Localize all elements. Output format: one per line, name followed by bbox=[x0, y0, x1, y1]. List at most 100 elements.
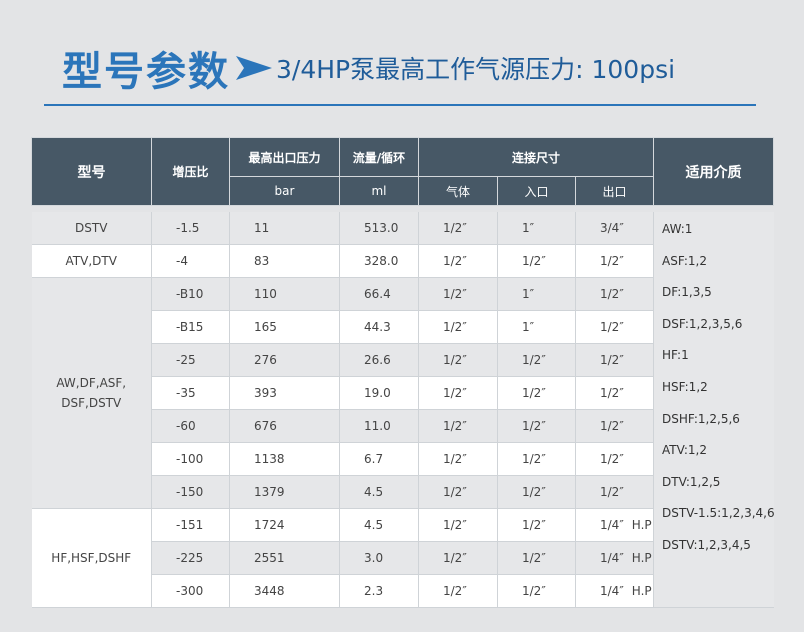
inlet-cell: 1/2″ bbox=[497, 376, 576, 410]
spec-table: 型号 增压比 最高出口压力 流量/循环 连接尺寸 适用介质 bar ml 气体 … bbox=[31, 137, 775, 608]
pressure-cell: 1138 bbox=[229, 442, 340, 476]
media-item: DSTV-1.5:1,2,3,4,6 bbox=[662, 506, 775, 521]
header-gas: 气体 bbox=[418, 176, 498, 206]
outlet-value: 1/2″ bbox=[600, 287, 624, 301]
outlet-cell: 1/2″ bbox=[575, 310, 655, 344]
inlet-cell: 1/2″ bbox=[497, 343, 576, 377]
model-group-cell: HF,HSF,DSHF bbox=[31, 508, 152, 608]
media-item: ASF:1,2 bbox=[662, 253, 707, 268]
outlet-cell: 1/4″ H.P bbox=[575, 508, 655, 542]
flow-cell: 19.0 bbox=[339, 376, 419, 410]
ratio-cell: -25 bbox=[151, 343, 230, 377]
inlet-cell: 1/2″ bbox=[497, 244, 576, 278]
table-row: -35 393 19.0 1/2″ 1/2″ 1/2″ bbox=[32, 376, 774, 410]
inlet-cell: 1″ bbox=[497, 212, 576, 245]
table-row: -25 276 26.6 1/2″ 1/2″ 1/2″ bbox=[32, 343, 774, 377]
pressure-cell: 165 bbox=[229, 310, 340, 344]
page-title: 型号参数 bbox=[62, 49, 230, 95]
hp-marker: H.P bbox=[631, 518, 652, 532]
flow-cell: 44.3 bbox=[339, 310, 419, 344]
outlet-value: 1/2″ bbox=[600, 254, 624, 268]
header-row: 型号 增压比 最高出口压力 流量/循环 连接尺寸 适用介质 bbox=[31, 137, 775, 206]
gas-cell: 1/2″ bbox=[418, 310, 498, 344]
flow-cell: 6.7 bbox=[339, 442, 419, 476]
pressure-cell: 83 bbox=[229, 244, 340, 278]
gas-cell: 1/2″ bbox=[418, 376, 498, 410]
arrow-right-icon bbox=[236, 56, 272, 80]
ratio-cell: -100 bbox=[151, 442, 230, 476]
table-row: -B15 165 44.3 1/2″ 1″ 1/2″ bbox=[32, 310, 774, 344]
outlet-cell: 1/2″ bbox=[575, 277, 655, 311]
gas-cell: 1/2″ bbox=[418, 541, 498, 575]
table-row: -300 3448 2.3 1/2″ 1/2″ 1/4″ H.P bbox=[32, 574, 774, 608]
page-subtitle: 3/4HP泵最高工作气源压力: 100psi bbox=[276, 55, 676, 84]
header-inlet: 入口 bbox=[497, 176, 576, 206]
ratio-cell: -151 bbox=[151, 508, 230, 542]
outlet-cell: 1/2″ bbox=[575, 376, 655, 410]
table-row: ATV,DTV -4 83 328.0 1/2″ 1/2″ 1/2″ bbox=[31, 244, 774, 278]
ratio-cell: -35 bbox=[151, 376, 230, 410]
media-item: DSTV:1,2,3,4,5 bbox=[662, 537, 751, 552]
gas-cell: 1/2″ bbox=[418, 212, 498, 245]
model-group-line: AW,DF,ASF, bbox=[56, 376, 127, 390]
pressure-cell: 3448 bbox=[229, 574, 340, 608]
header-connection: 连接尺寸 bbox=[417, 137, 655, 177]
inlet-cell: 1/2″ bbox=[497, 409, 576, 443]
ratio-cell: -150 bbox=[151, 475, 230, 509]
header-flow: 流量/循环 bbox=[339, 137, 419, 177]
inlet-cell: 1/2″ bbox=[497, 475, 576, 509]
model-group-line: DSF,DSTV bbox=[61, 396, 122, 410]
pressure-cell: 676 bbox=[229, 409, 340, 443]
table-row: -100 1138 6.7 1/2″ 1/2″ 1/2″ bbox=[32, 442, 774, 476]
ratio-cell: -B15 bbox=[151, 310, 230, 344]
gas-cell: 1/2″ bbox=[418, 343, 498, 377]
flow-cell: 66.4 bbox=[339, 277, 419, 311]
pressure-cell: 276 bbox=[229, 343, 340, 377]
outlet-cell: 1/2″ bbox=[575, 343, 655, 377]
table-row: HF,HSF,DSHF -151 1724 4.5 1/2″ 1/2″ 1/4″… bbox=[31, 508, 774, 608]
gas-cell: 1/2″ bbox=[418, 475, 498, 509]
model-group-cell: ATV,DTV bbox=[31, 244, 152, 278]
model-group-cell: AW,DF,ASF, DSF,DSTV bbox=[31, 277, 152, 509]
inlet-cell: 1/2″ bbox=[497, 442, 576, 476]
subheader-row: bar ml 气体 入口 出口 bbox=[32, 176, 774, 206]
inlet-cell: 1″ bbox=[497, 277, 576, 311]
table-row: -150 1379 4.5 1/2″ 1/2″ 1/2″ bbox=[32, 475, 774, 509]
outlet-value: 1/2″ bbox=[600, 320, 624, 334]
media-item: DTV:1,2,5 bbox=[662, 474, 721, 489]
title-divider bbox=[44, 104, 756, 106]
media-cell: AW:1 ASF:1,2 DF:1,3,5 DSF:1,2,3,5,6 HF:1… bbox=[653, 212, 775, 608]
gas-cell: 1/2″ bbox=[418, 244, 498, 278]
ratio-cell: -B10 bbox=[151, 277, 230, 311]
media-item: DF:1,3,5 bbox=[662, 285, 712, 300]
ratio-cell: -60 bbox=[151, 409, 230, 443]
flow-cell: 26.6 bbox=[339, 343, 419, 377]
header-ratio: 增压比 bbox=[151, 137, 230, 206]
pressure-cell: 2551 bbox=[229, 541, 340, 575]
pressure-cell: 1379 bbox=[229, 475, 340, 509]
ratio-cell: -225 bbox=[151, 541, 230, 575]
table-row: DSTV -1.5 11 513.0 1/2″ 1″ 3/4″ AW:1 ASF… bbox=[31, 212, 775, 608]
title-row: 型号参数 3/4HP泵最高工作气源压力: 100psi bbox=[62, 38, 675, 98]
gas-cell: 1/2″ bbox=[418, 574, 498, 608]
flow-cell: 4.5 bbox=[339, 508, 419, 542]
inlet-cell: 1/2″ bbox=[497, 508, 576, 542]
pressure-cell: 11 bbox=[229, 212, 340, 245]
header-model: 型号 bbox=[31, 137, 152, 206]
ratio-cell: -300 bbox=[151, 574, 230, 608]
model-group-cell: DSTV bbox=[31, 212, 152, 245]
hp-marker: H.P bbox=[631, 584, 652, 598]
ratio-cell: -1.5 bbox=[151, 212, 230, 245]
media-item: ATV:1,2 bbox=[662, 443, 707, 458]
header-outlet: 出口 bbox=[574, 176, 655, 206]
table-row: AW,DF,ASF, DSF,DSTV -B10 110 66.4 1/2″ 1… bbox=[31, 277, 774, 509]
flow-cell: 3.0 bbox=[339, 541, 419, 575]
inlet-cell: 1/2″ bbox=[497, 541, 576, 575]
outlet-value: 1/2″ bbox=[600, 353, 624, 367]
gas-cell: 1/2″ bbox=[418, 442, 498, 476]
outlet-cell: 3/4″ bbox=[575, 212, 655, 245]
pressure-cell: 1724 bbox=[229, 508, 340, 542]
flow-cell: 11.0 bbox=[339, 409, 419, 443]
header-unit-pressure: bar bbox=[229, 176, 340, 206]
inlet-cell: 1/2″ bbox=[497, 574, 576, 608]
